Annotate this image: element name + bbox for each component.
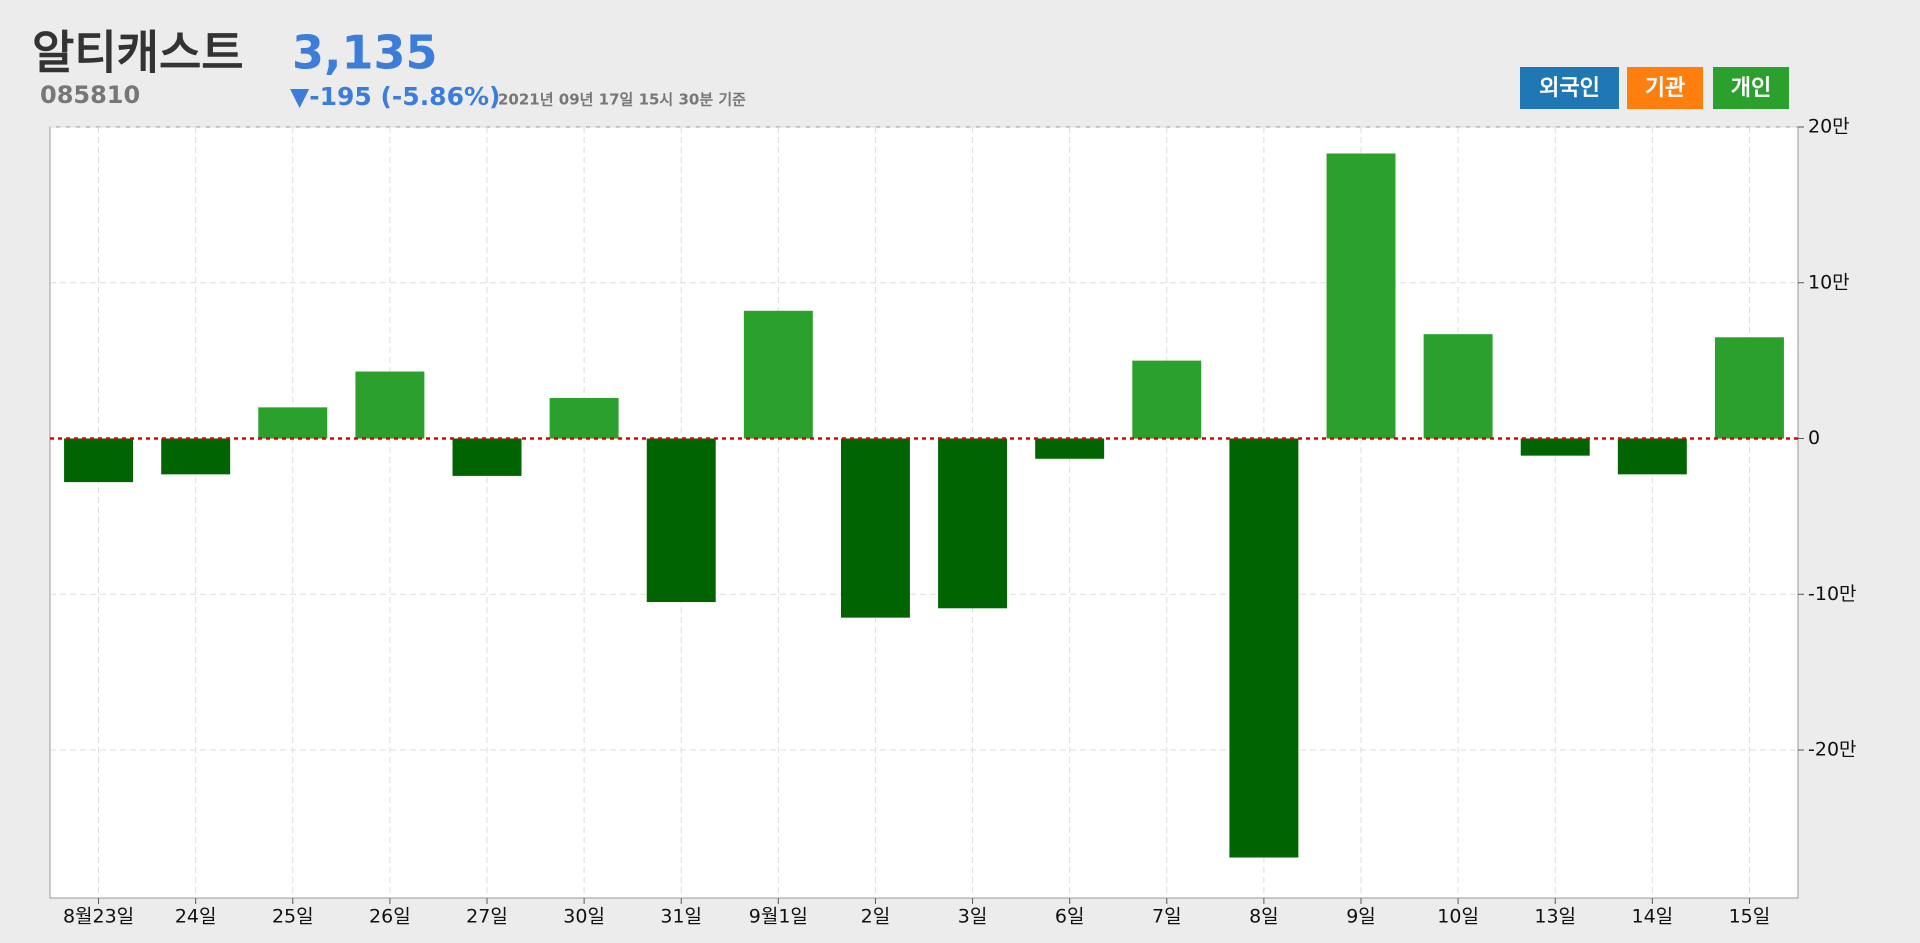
bar <box>840 438 910 618</box>
y-tick-label: -20만 <box>1808 739 1857 761</box>
bar <box>1714 337 1784 439</box>
x-tick-label: 6일 <box>1055 906 1085 928</box>
bar <box>355 371 425 439</box>
x-tick-label: 25일 <box>272 906 314 928</box>
x-tick-label: 2일 <box>861 906 891 928</box>
bar <box>646 438 716 603</box>
x-tick-label: 14일 <box>1631 906 1673 928</box>
x-tick-label: 27일 <box>466 906 508 928</box>
x-tick-label: 9월1일 <box>749 906 808 928</box>
bar <box>1423 334 1493 439</box>
x-tick-label: 15일 <box>1729 906 1771 928</box>
x-tick-label: 30일 <box>563 906 605 928</box>
stock-name: 알티캐스트 <box>32 26 244 80</box>
x-tick-label: 31일 <box>660 906 702 928</box>
bar <box>1229 438 1299 858</box>
x-tick-label: 7일 <box>1152 906 1182 928</box>
x-tick-label: 8월23일 <box>63 906 134 928</box>
bar <box>743 310 813 439</box>
bar <box>1132 360 1202 439</box>
x-tick-label: 26일 <box>369 906 411 928</box>
bar <box>1326 153 1396 439</box>
bar <box>1035 438 1105 459</box>
x-tick-label: 3일 <box>958 906 988 928</box>
bar <box>1520 438 1590 456</box>
x-tick-label: 9일 <box>1346 906 1376 928</box>
bar <box>1617 438 1687 475</box>
y-tick-label: 20만 <box>1808 116 1850 138</box>
x-tick-label: 13일 <box>1534 906 1576 928</box>
bar <box>938 438 1008 609</box>
x-tick-label: 24일 <box>175 906 217 928</box>
y-tick-label: -10만 <box>1808 583 1857 605</box>
bar <box>549 398 619 439</box>
filter-button-label[interactable]: 기관 <box>1645 76 1685 101</box>
filter-button-label[interactable]: 외국인 <box>1539 76 1600 101</box>
timestamp: 2021년 09년 17일 15시 30분 기준 <box>498 91 746 109</box>
filter-button-label[interactable]: 개인 <box>1731 76 1771 101</box>
x-tick-label: 10일 <box>1437 906 1479 928</box>
stock-price: 3,135 <box>292 26 438 80</box>
filter-button[interactable] <box>1713 67 1789 109</box>
bar <box>452 438 522 476</box>
stock-code: 085810 <box>40 81 140 109</box>
y-tick-label: 0 <box>1808 427 1820 449</box>
y-tick-label: 10만 <box>1808 271 1850 293</box>
x-tick-label: 8일 <box>1249 906 1279 928</box>
bar <box>64 438 134 483</box>
bar <box>258 407 328 439</box>
price-change: ▼-195 (-5.86%) <box>290 82 500 111</box>
filter-button[interactable] <box>1627 67 1703 109</box>
filter-button[interactable] <box>1520 67 1619 109</box>
plot-area <box>49 126 1799 899</box>
bar <box>161 438 231 475</box>
